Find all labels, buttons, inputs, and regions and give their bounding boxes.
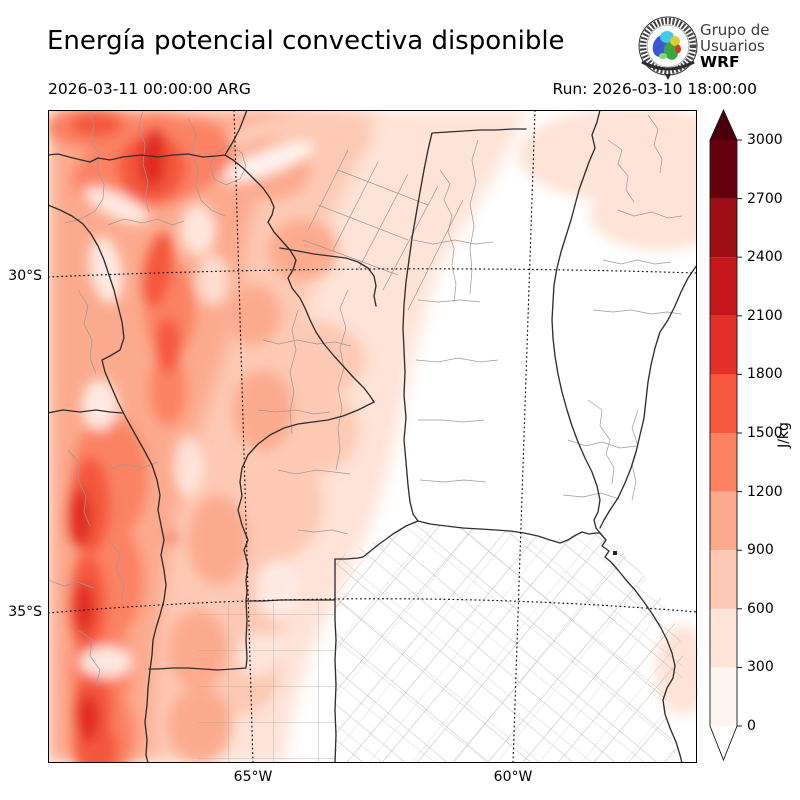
cb-arrow-under — [710, 726, 737, 760]
cb-seg-4 — [710, 433, 737, 492]
run-time-label: Run: 2026-03-10 18:00:00 — [552, 80, 758, 98]
department-boundaries — [48, 110, 683, 687]
cb-seg-0 — [710, 667, 737, 726]
city-marker — [613, 551, 617, 555]
cb-tick-2400: 2400 — [747, 249, 783, 265]
lon-tick-60w: 60°W — [493, 769, 533, 785]
cb-seg-5 — [710, 374, 737, 433]
cape-shaded-field — [48, 110, 697, 763]
cb-tick-1500: 1500 — [747, 425, 783, 441]
cb-tick-3000: 3000 — [747, 132, 783, 148]
graticule-60w — [512, 110, 536, 763]
cb-tick-900: 900 — [747, 542, 774, 558]
cb-seg-6 — [710, 315, 737, 375]
cb-tick-0: 0 — [747, 718, 756, 734]
cb-tick-300: 300 — [747, 659, 774, 675]
cb-arrow-over — [710, 110, 737, 140]
page-title: Energía potencial convectiva disponible — [47, 26, 565, 56]
map-frame — [48, 110, 697, 763]
logo-line-3: WRF — [700, 53, 740, 71]
cb-tick-600: 600 — [747, 601, 774, 617]
emblem-laurel — [641, 60, 695, 71]
cb-seg-3 — [710, 491, 737, 551]
lat-tick-30s: 30°S — [8, 268, 42, 284]
logo-line-1: Grupo de — [700, 21, 770, 39]
cb-tickmarks — [737, 139, 742, 727]
cb-seg-9 — [710, 140, 737, 199]
cb-tick-2700: 2700 — [747, 191, 783, 207]
cb-unit-label: J/kg — [776, 422, 792, 449]
cb-seg-7 — [710, 257, 737, 316]
lat-tick-35s: 35°S — [8, 604, 42, 620]
valid-time-label: 2026-03-11 00:00:00 ARG — [48, 80, 251, 98]
cb-tick-1200: 1200 — [747, 484, 783, 500]
wrf-logo-text: Grupo de Usuarios WRF — [700, 22, 770, 70]
colorbar-graphic: J/kg — [709, 108, 792, 762]
buenos-aires-partido-mesh — [335, 521, 684, 763]
cb-seg-2 — [710, 550, 737, 609]
cb-tick-2100: 2100 — [747, 308, 783, 324]
cape-map — [48, 110, 697, 763]
cb-tick-1800: 1800 — [747, 366, 783, 382]
emblem-ribbon — [665, 74, 671, 80]
colorbar: J/kg 0 300 600 900 1200 1500 1800 2100 2… — [700, 105, 800, 785]
cb-seg-8 — [710, 198, 737, 258]
logo-line-2: Usuarios — [700, 37, 765, 55]
la-pampa-department-grid — [198, 601, 335, 763]
graticule — [48, 110, 697, 763]
emblem-mini-weather-map — [652, 31, 681, 60]
graticule-65w — [233, 110, 254, 763]
lon-tick-65w: 65°W — [233, 769, 273, 785]
cb-seg-1 — [710, 608, 737, 668]
wrf-logo-emblem — [638, 16, 698, 80]
